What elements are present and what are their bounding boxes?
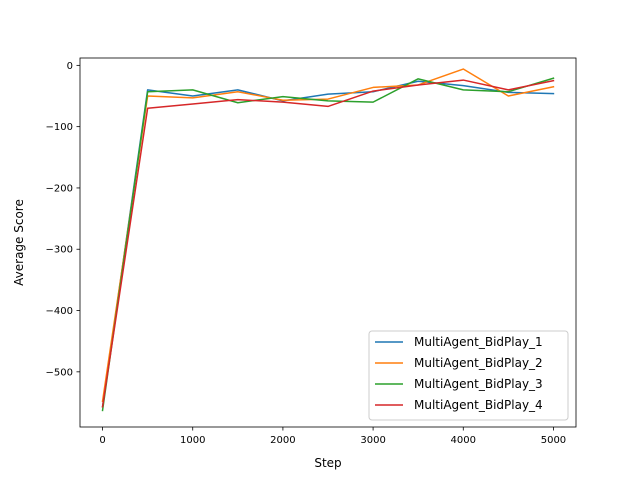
y-tick-label: −200	[46, 183, 73, 194]
y-tick-label: −400	[46, 306, 73, 317]
legend-label-1: MultiAgent_BidPlay_1	[414, 335, 543, 349]
y-tick-label: 0	[67, 61, 73, 72]
x-tick-label: 5000	[541, 435, 566, 446]
y-axis-label: Average Score	[12, 199, 26, 286]
y-tick-label: −300	[46, 245, 73, 256]
legend-label-3: MultiAgent_BidPlay_3	[414, 377, 543, 391]
x-tick-label: 2000	[270, 435, 295, 446]
x-tick-label: 0	[99, 435, 105, 446]
series-layer	[101, 68, 555, 412]
legend-box	[368, 330, 569, 421]
legend-label-2: MultiAgent_BidPlay_2	[414, 356, 543, 370]
legend-label-4: MultiAgent_BidPlay_4	[414, 398, 543, 412]
y-axis: 0 −100 −200 −300 −400 −500	[46, 61, 80, 378]
x-axis-label: Step	[314, 456, 341, 470]
y-tick-label: −500	[46, 367, 73, 378]
x-tick-label: 1000	[180, 435, 205, 446]
plot-frame	[79, 57, 577, 428]
x-axis: 0 1000 2000 3000 4000 5000	[99, 427, 566, 446]
x-tick-label: 3000	[360, 435, 385, 446]
series-line-4	[101, 79, 555, 408]
x-tick-label: 4000	[451, 435, 476, 446]
legend: MultiAgent_BidPlay_1 MultiAgent_BidPlay_2…	[368, 330, 569, 421]
series-line-1	[101, 80, 555, 408]
series-line-3	[101, 77, 555, 412]
series-line-2	[101, 68, 555, 403]
y-tick-label: −100	[46, 122, 73, 133]
